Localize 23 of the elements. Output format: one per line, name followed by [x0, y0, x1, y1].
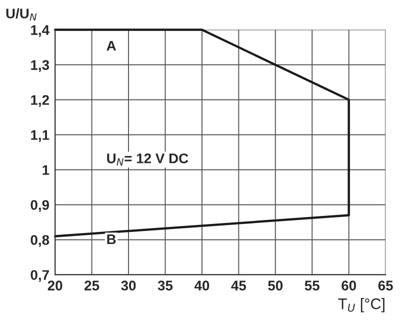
x-tick-label: 35 — [158, 280, 173, 291]
y-tick-label: 0,8 — [30, 235, 50, 247]
x-axis-title: T$_{U}$ [°C] — [338, 298, 384, 312]
x-tick-label: 25 — [84, 280, 100, 290]
x-tick-label: 45 — [231, 280, 246, 290]
y-tick-label: 1 — [42, 165, 50, 175]
annotation: A — [106, 40, 116, 51]
y-tick-label: 0,7 — [30, 270, 49, 282]
x-tick-label: 65 — [378, 280, 393, 290]
x-tick-label: 60 — [342, 280, 356, 290]
y-tick-label: 0,9 — [30, 200, 50, 212]
y-tick-label: 1,4 — [31, 25, 50, 37]
annotation: B — [107, 234, 116, 244]
y-tick-label: 1,1 — [31, 130, 50, 142]
x-tick-label: 50 — [268, 280, 283, 290]
y-tick-label: 1,3 — [31, 60, 50, 72]
x-tick-label: 30 — [121, 280, 136, 291]
annotation: U$_{N}$= 12 V DC — [107, 153, 188, 166]
y-tick-label: 1,2 — [31, 95, 49, 107]
x-tick-label: 55 — [304, 280, 320, 290]
x-tick-label: 40 — [194, 280, 210, 290]
y-axis-title: U/U$_{N}$ — [6, 8, 37, 21]
x-tick-label: 20 — [48, 280, 62, 290]
